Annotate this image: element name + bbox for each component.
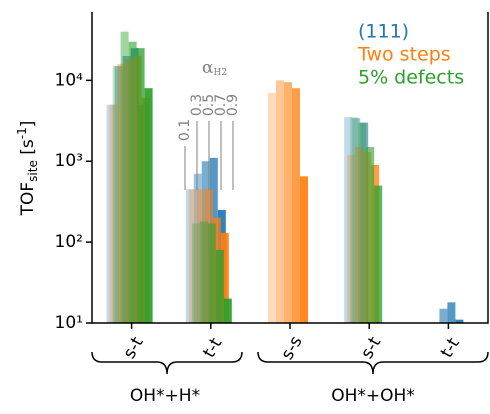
y-tick-label: 10¹: [55, 313, 83, 333]
bar: [358, 122, 367, 323]
bar: [344, 117, 353, 324]
legend-entry: Two steps: [357, 44, 451, 66]
group-brace: [91, 351, 243, 375]
bar: [374, 185, 383, 323]
bar: [199, 221, 208, 323]
bar: [268, 92, 276, 323]
alpha-title: αH2: [202, 58, 227, 78]
y-tick-label: 10⁴: [55, 70, 84, 90]
bar: [144, 88, 153, 324]
bar: [347, 154, 356, 323]
bar: [300, 176, 308, 323]
y-axis-label: TOFsite [s-1]: [15, 121, 40, 217]
bar: [112, 66, 121, 323]
bar: [276, 80, 284, 323]
legend-entry: (111): [358, 21, 409, 43]
bar: [106, 104, 115, 324]
group-brace: [257, 351, 489, 375]
bar: [366, 146, 375, 323]
bar: [220, 232, 229, 323]
bar: [439, 308, 448, 323]
alpha-label: 0.7: [213, 94, 229, 116]
alpha-label: 0.5: [201, 94, 217, 116]
bar: [284, 82, 292, 323]
bar: [196, 189, 205, 323]
bar: [455, 319, 464, 323]
bar: [185, 189, 194, 323]
bar: [188, 189, 197, 323]
bar: [355, 146, 364, 323]
bar: [215, 249, 224, 323]
bar: [447, 302, 456, 323]
bar: [352, 118, 361, 323]
bar: [120, 31, 129, 324]
bar: [114, 66, 123, 323]
bar: [128, 41, 137, 324]
bar: [109, 104, 118, 324]
y-tick-label: 10³: [55, 151, 83, 171]
bar: [207, 223, 216, 323]
x-tick-label: s-t: [120, 333, 148, 362]
x-tick-label: s-t: [357, 333, 385, 362]
bar: [292, 88, 300, 324]
x-tick-label: t-t: [437, 334, 464, 361]
bar: [191, 223, 200, 323]
legend-entry: 5% defects: [358, 67, 464, 89]
bar: [223, 298, 232, 323]
alpha-label: 0.3: [189, 94, 205, 116]
alpha-label: 0.9: [225, 94, 241, 116]
bar: [350, 117, 359, 324]
group-label: OH*+OH*: [331, 386, 415, 406]
x-tick-label: s-s: [277, 333, 306, 364]
y-tick-label: 10²: [55, 232, 83, 252]
group-label: OH*+H*: [130, 386, 200, 406]
x-tick-label: t-t: [199, 334, 226, 361]
bar: [117, 63, 126, 323]
bar: [136, 48, 145, 324]
alpha-label: 0.1: [177, 119, 193, 141]
bar: [193, 173, 202, 323]
